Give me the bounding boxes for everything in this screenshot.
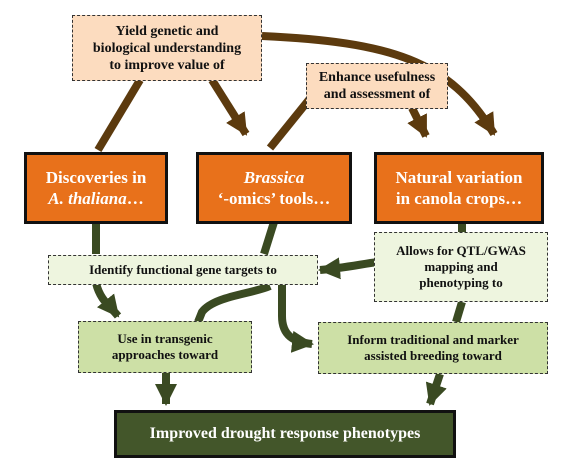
arrow-yield-to-athaliana — [94, 77, 144, 153]
transgenic-approaches-box: Use in transgenic approaches toward — [78, 321, 252, 373]
natural-line-1: Natural variation — [395, 168, 523, 187]
final-label: Improved drought response phenotypes — [149, 425, 421, 442]
qtl-gwas-box: Allows for QTL/GWAS mapping and phenotyp… — [374, 232, 548, 302]
enhance-note-line-2: and assessment of — [323, 87, 431, 102]
athaliana-line-2: A. thaliana… — [48, 188, 143, 209]
athaliana-discoveries-box: Discoveries in A. thaliana… — [24, 152, 168, 224]
arrow-identify-to-transgenic-2 — [194, 282, 272, 324]
identify-label: Identify functional gene targets to — [89, 262, 277, 277]
breeding-line-2: assisted breeding toward — [364, 348, 502, 363]
enhance-usefulness-note: Enhance usefulness and assessment of — [306, 63, 448, 109]
arrow-qtl-to-identify — [318, 257, 379, 280]
athaliana-ellipsis: … — [126, 189, 144, 208]
arrow-qtl-to-breeding — [452, 300, 466, 324]
yield-note-line-1: Yield genetic and — [115, 23, 219, 39]
qtl-line-3: phenotyping to — [419, 275, 503, 290]
brassica-line-1: Brassica — [243, 168, 305, 187]
improved-drought-phenotypes-box: Improved drought response phenotypes — [114, 410, 456, 458]
enhance-note-line-1: Enhance usefulness — [318, 70, 436, 85]
qtl-line-1: Allows for QTL/GWAS — [396, 243, 526, 258]
athaliana-species: A. thaliana — [48, 189, 127, 208]
arrow-yield-to-brassica — [208, 77, 250, 137]
arrow-yield-to-natural — [261, 32, 498, 137]
yield-understanding-note: Yield genetic and biological understandi… — [72, 15, 262, 81]
brassica-line-2: ‘-omics’ tools… — [217, 189, 331, 208]
arrow-enhance-to-brassica — [266, 93, 316, 151]
breeding-box: Inform traditional and marker assisted b… — [318, 322, 548, 374]
identify-gene-targets-box: Identify functional gene targets to — [48, 255, 318, 285]
athaliana-line-1: Discoveries in — [45, 168, 147, 187]
transgenic-line-2: approaches toward — [111, 347, 219, 362]
yield-note-line-3: to improve value of — [109, 57, 225, 73]
arrow-identify-to-transgenic — [92, 281, 122, 319]
natural-variation-box: Natural variation in canola crops… — [374, 152, 544, 224]
qtl-line-2: mapping and — [424, 259, 498, 274]
arrow-breeding-to-final — [425, 372, 447, 406]
breeding-line-1: Inform traditional and marker — [347, 332, 519, 347]
brassica-omics-box: Brassica ‘-omics’ tools… — [196, 152, 352, 224]
natural-line-2: in canola crops… — [395, 189, 523, 208]
arrow-brassica-to-identify — [260, 220, 278, 256]
transgenic-line-1: Use in transgenic — [117, 331, 213, 346]
arrow-enhance-to-natural — [407, 106, 430, 138]
arrow-brassica-to-breeding — [278, 268, 314, 353]
yield-note-line-2: biological understanding — [92, 40, 242, 56]
